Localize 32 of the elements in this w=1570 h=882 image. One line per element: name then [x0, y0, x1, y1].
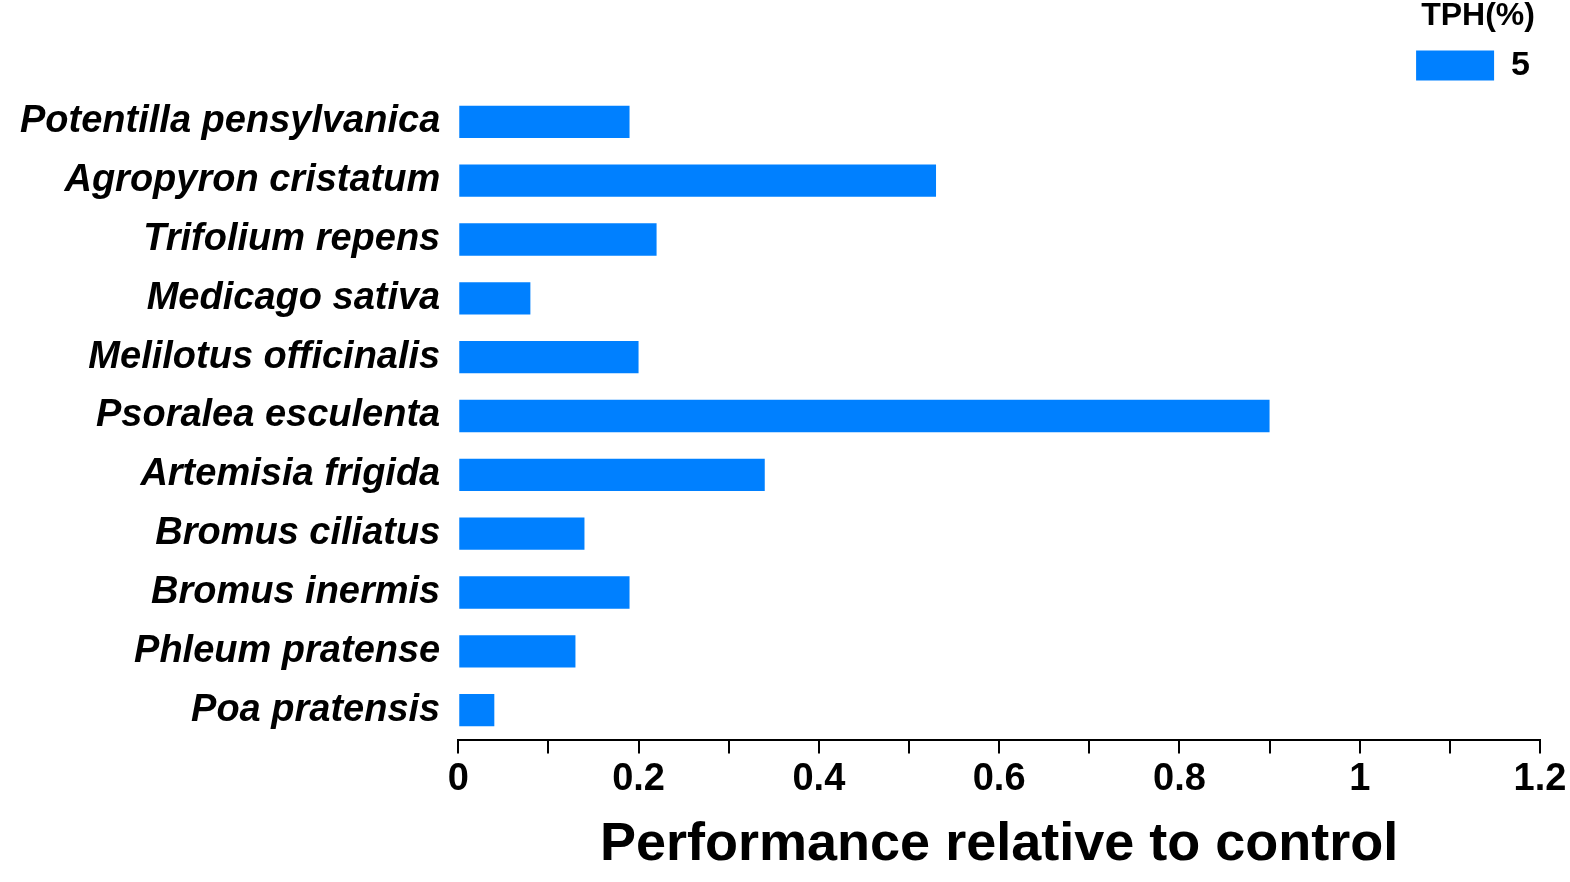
x-tick-label: 1 [1349, 755, 1371, 798]
y-tick-label: Medicago sativa [146, 274, 441, 317]
x-tick-label: 0.4 [792, 755, 846, 798]
bar [459, 458, 765, 492]
legend-title: TPH(%) [1421, 0, 1535, 32]
bar [459, 164, 937, 197]
y-tick-label: Melilotus officinalis [88, 333, 441, 376]
y-tick-label: Phleum pratense [134, 627, 441, 670]
bar [459, 517, 585, 550]
bar [459, 340, 639, 374]
x-tick-label: 0.6 [972, 755, 1026, 798]
bar [459, 635, 576, 668]
x-tick-label: 0 [447, 755, 469, 798]
y-tick-label: Artemisia frigida [139, 451, 441, 494]
legend-label: 5 [1511, 43, 1531, 82]
y-tick-label: Psoralea esculenta [95, 392, 441, 435]
x-tick-label: 1.2 [1513, 755, 1567, 798]
bar [459, 105, 630, 138]
y-tick-label: Bromus ciliatus [155, 510, 441, 553]
bar [459, 282, 531, 315]
x-axis-title: Performance relative to control [600, 811, 1399, 872]
bar [459, 399, 1270, 433]
bar [459, 576, 630, 609]
x-tick-label: 0.8 [1153, 755, 1206, 798]
bar [459, 694, 495, 727]
y-tick-label: Agropyron cristatum [63, 157, 441, 200]
x-tick-label: 0.2 [612, 755, 665, 798]
y-tick-label: Bromus inermis [150, 568, 441, 611]
bar [459, 223, 657, 256]
y-tick-label: Potentilla pensylvanica [20, 98, 441, 141]
y-tick-label: Poa pratensis [191, 686, 441, 729]
y-tick-label: Trifolium repens [143, 215, 441, 258]
